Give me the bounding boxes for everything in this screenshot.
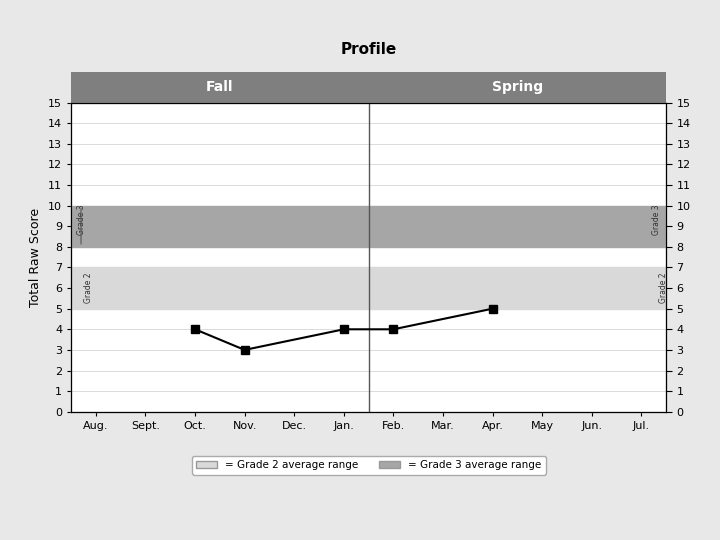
Text: Grade 2: Grade 2 — [659, 273, 668, 303]
FancyBboxPatch shape — [369, 72, 666, 103]
Bar — [71, 206, 666, 247]
Y-axis label: Total Raw Score: Total Raw Score — [30, 207, 42, 307]
Bar — [71, 267, 666, 309]
Title: Profile: Profile — [341, 42, 397, 57]
Text: Fall: Fall — [206, 80, 233, 94]
Text: Spring: Spring — [492, 80, 543, 94]
Text: Grade 3: Grade 3 — [652, 205, 661, 235]
Legend: = Grade 2 average range, = Grade 3 average range: = Grade 2 average range, = Grade 3 avera… — [192, 456, 546, 475]
Text: Grade 3: Grade 3 — [76, 205, 86, 235]
FancyBboxPatch shape — [71, 72, 369, 103]
Text: Grade 2: Grade 2 — [84, 273, 93, 303]
